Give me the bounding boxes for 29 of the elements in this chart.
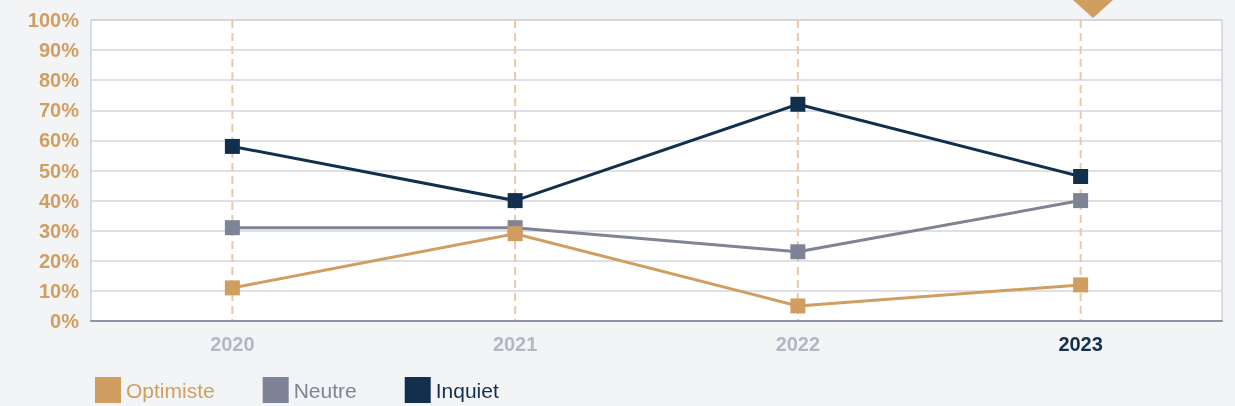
x-tick-label: 2020: [210, 333, 255, 355]
legend-label: Optimiste: [126, 378, 215, 402]
x-tick-label: 2023: [1058, 333, 1103, 355]
y-tick-label: 80%: [38, 69, 80, 92]
y-tick-label: 90%: [38, 39, 80, 62]
y-tick-label: 10%: [38, 279, 80, 302]
point: [224, 220, 240, 236]
point: [507, 193, 523, 209]
point: [507, 226, 523, 242]
point: [790, 244, 806, 260]
y-tick-label: 30%: [38, 219, 80, 242]
point: [1073, 169, 1089, 185]
y-tick-label: 20%: [38, 249, 80, 272]
legend-label: Inquiet: [435, 378, 499, 402]
y-tick-label: 50%: [38, 159, 80, 182]
y-tick-label: 100%: [27, 9, 80, 31]
point: [1073, 277, 1089, 293]
point: [1073, 193, 1089, 209]
legend-label: Neutre: [293, 378, 357, 402]
point: [790, 96, 806, 112]
x-tick-label: 2022: [775, 333, 821, 355]
y-tick-label: 40%: [38, 189, 80, 212]
y-tick-label: 0%: [50, 310, 80, 332]
x-tick-label: 2021: [492, 333, 538, 355]
y-tick-label: 70%: [38, 99, 80, 122]
point: [224, 138, 240, 154]
point: [790, 298, 806, 314]
point: [224, 280, 240, 296]
y-tick-label: 60%: [38, 129, 80, 152]
